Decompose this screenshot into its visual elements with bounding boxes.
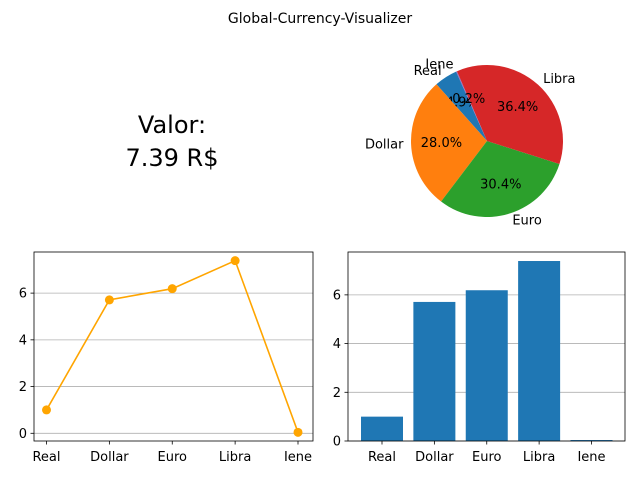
bar-dollar (413, 301, 456, 441)
value-amount: 7.39 R$ (125, 144, 218, 172)
line-chart-ytick-label: 6 (19, 287, 27, 302)
bar-chart-xtick-label: Iene (577, 450, 605, 465)
line-chart-xtick-label: Libra (219, 450, 251, 465)
bar-iene (570, 440, 613, 441)
line-chart-ytick-label: 4 (19, 333, 27, 348)
bar-chart-ytick-label: 0 (333, 435, 341, 450)
line-chart-frame (33, 251, 314, 442)
line-chart-ytick-label: 2 (19, 380, 27, 395)
line-chart-xtick-label: Euro (158, 450, 188, 465)
bar-chart-xtick-label: Dollar (415, 450, 454, 465)
line-chart-xtick-label: Real (32, 450, 60, 465)
pie-category-label: Dollar (365, 137, 404, 152)
bar-chart-xtick-label: Libra (523, 450, 555, 465)
bar-chart-xtick-label: Real (368, 450, 396, 465)
line-point-iene (293, 427, 303, 437)
line-point-euro (167, 284, 177, 294)
line-point-dollar (104, 295, 114, 305)
line-chart-xtick-label: Iene (284, 450, 312, 465)
pie-category-label: Libra (543, 72, 575, 87)
value-panel: Valor: 7.39 R$ (125, 111, 218, 172)
figure-title: Global-Currency-Visualizer (228, 11, 412, 27)
value-label: Valor: (138, 111, 206, 139)
bar-chart-ytick-label: 4 (333, 337, 341, 352)
pie-pct-label: 36.4% (497, 100, 538, 115)
pie-category-label: Iene (425, 57, 453, 72)
bar-euro (465, 290, 508, 441)
bar-chart: 0 2 4 6 Real Dollar Euro Libra Iene (333, 251, 626, 465)
line-chart-xtick-label: Dollar (90, 450, 129, 465)
bar-real (361, 416, 403, 441)
pie-category-label: Euro (512, 214, 542, 229)
pie-pct-label: 30.4% (480, 177, 521, 192)
bar-chart-ytick-label: 6 (333, 288, 341, 303)
line-chart: 0 2 4 6 Real Dollar Euro Libra Iene (19, 251, 314, 465)
pie-slice-real (436, 71, 487, 141)
line-point-libra (230, 256, 240, 266)
pie-slice-dollar (410, 84, 487, 202)
pie-slice-euro (441, 141, 560, 218)
pie-pct-label: 28.0% (421, 136, 462, 151)
pie-pct-label: 0.2% (452, 92, 485, 107)
bar-libra (518, 261, 561, 441)
bar-chart-xtick-label: Euro (472, 450, 502, 465)
line-point-real (42, 405, 51, 415)
pie-slice-libra (456, 65, 563, 164)
bar-chart-ytick-label: 2 (333, 386, 341, 401)
pie-category-label: Real (414, 64, 442, 79)
pie-slice-iene (456, 71, 487, 141)
line-chart-ytick-label: 0 (19, 427, 27, 442)
